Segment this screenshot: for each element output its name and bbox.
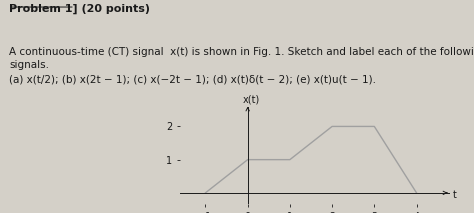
Text: A continuous-time (CT) signal  x(t) is shown in Fig. 1. Sketch and label each of: A continuous-time (CT) signal x(t) is sh…: [9, 47, 474, 84]
Text: Problem 1] (20 points): Problem 1] (20 points): [9, 3, 150, 14]
Text: t: t: [452, 190, 456, 200]
Text: x(t): x(t): [242, 95, 260, 105]
